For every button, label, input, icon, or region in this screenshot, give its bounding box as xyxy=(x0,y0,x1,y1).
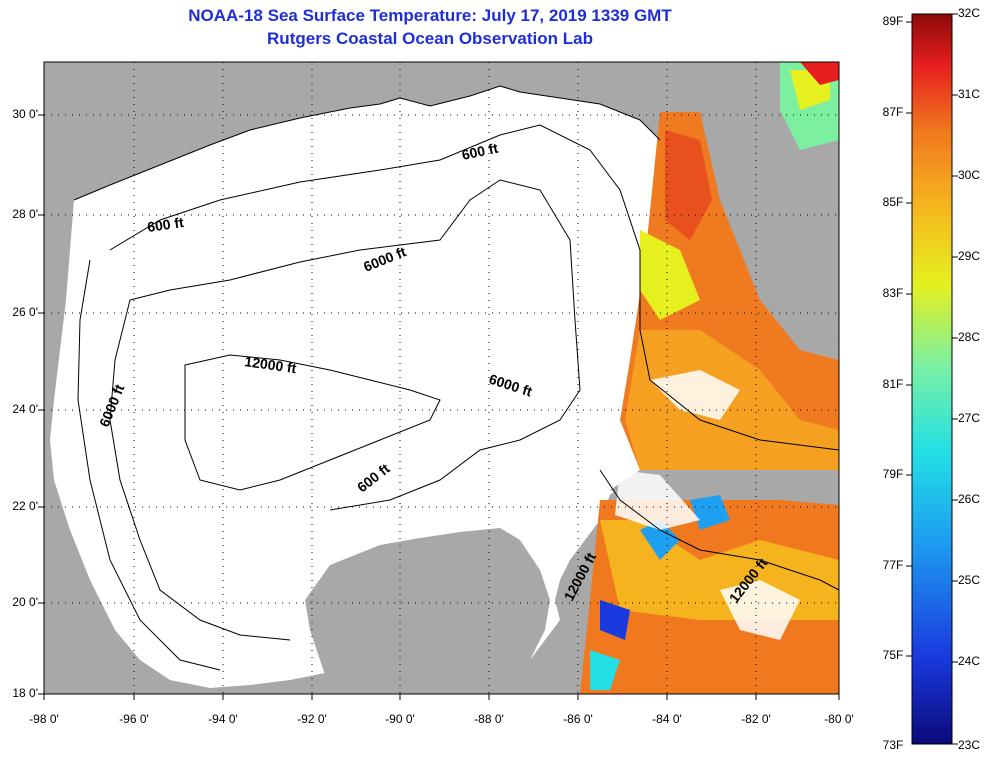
colorbar-f-89: 89F xyxy=(882,14,904,28)
colorbar-c-27: 27C xyxy=(958,411,981,425)
lon-label-94: -94 0' xyxy=(208,712,238,726)
lat-label-26: 26 0' xyxy=(12,305,38,319)
lon-label-90: -90 0' xyxy=(385,712,415,726)
colorbar-f-85: 85F xyxy=(882,195,904,209)
contour-12000ft xyxy=(184,354,441,491)
sst-swath xyxy=(580,62,839,694)
contour-6000ft xyxy=(129,179,581,511)
colorbar-f-75: 75F xyxy=(882,648,904,662)
contour-12000ft-east xyxy=(599,469,839,591)
colorbar-f-83: 83F xyxy=(882,286,904,300)
contour-label-600ft-north: 600 ft xyxy=(146,214,185,235)
lon-label-84: -84 0' xyxy=(652,712,682,726)
contour-6000ft-west xyxy=(109,299,291,641)
axis-ticks xyxy=(38,114,840,700)
colorbar-c-23: 23C xyxy=(958,738,981,752)
lat-label-20: 20 0' xyxy=(12,595,38,609)
map-frame xyxy=(43,61,840,695)
lon-label-80: -80 0' xyxy=(824,712,854,726)
contour-label-600ft-ne: 600 ft xyxy=(460,140,499,163)
colorbar-c-32: 32C xyxy=(958,6,981,20)
contour-label-12000ft-center: 12000 ft xyxy=(244,353,298,376)
lon-label-92: -92 0' xyxy=(297,712,327,726)
map-title: NOAA-18 Sea Surface Temperature: July 17… xyxy=(188,6,672,25)
yucatan-land xyxy=(305,528,550,694)
colorbar-f-87: 87F xyxy=(882,105,904,119)
lon-label-86: -86 0' xyxy=(563,712,593,726)
contour-600ft-south xyxy=(77,259,221,671)
lat-label-24: 24 0' xyxy=(12,402,38,416)
lat-label-30: 30 0' xyxy=(12,107,38,121)
contour-600ft xyxy=(109,124,839,451)
map-subtitle: Rutgers Coastal Ocean Observation Lab xyxy=(267,29,593,48)
lat-label-18: 18 0' xyxy=(12,686,38,700)
colorbar-c-31: 31C xyxy=(958,87,981,101)
cuba-land xyxy=(610,462,839,505)
colorbar-f-73: 73F xyxy=(882,738,904,752)
colorbar-f-77: 77F xyxy=(882,558,904,572)
colorbar xyxy=(911,13,953,745)
lon-label-96: -96 0' xyxy=(119,712,149,726)
colorbar-c-25: 25C xyxy=(958,573,981,587)
graticule xyxy=(44,62,839,694)
colorbar-ticks xyxy=(906,13,958,745)
lon-label-88: -88 0' xyxy=(474,712,504,726)
colorbar-c-24: 24C xyxy=(958,654,981,668)
lon-label-82: -82 0' xyxy=(741,712,771,726)
colorbar-c-28: 28C xyxy=(958,330,981,344)
colorbar-c-26: 26C xyxy=(958,492,981,506)
lon-label-98: -98 0' xyxy=(29,712,59,726)
colorbar-c-29: 29C xyxy=(958,249,981,263)
colorbar-c-30: 30C xyxy=(958,168,981,182)
colorbar-f-79: 79F xyxy=(882,467,904,481)
colorbar-f-81: 81F xyxy=(882,377,904,391)
lat-label-22: 22 0' xyxy=(12,499,38,513)
lat-label-28: 28 0' xyxy=(12,207,38,221)
